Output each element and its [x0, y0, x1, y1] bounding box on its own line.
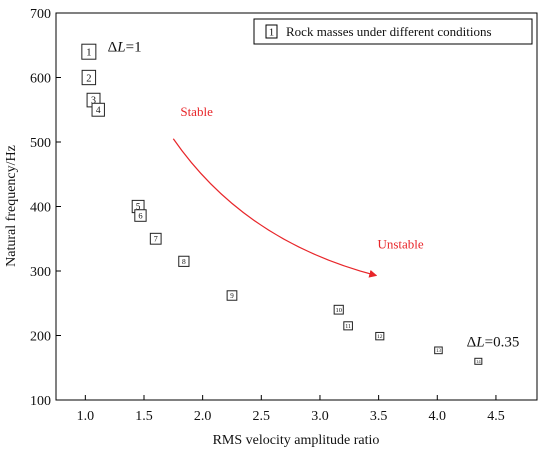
- x-axis-title: RMS velocity amplitude ratio: [213, 433, 380, 448]
- data-point: 13: [434, 346, 443, 355]
- data-point-label: 1: [86, 47, 92, 59]
- data-point-label: 14: [476, 359, 481, 364]
- x-tick-label: 3.0: [311, 409, 329, 424]
- data-point: 10: [333, 304, 344, 315]
- data-point-marker: [178, 255, 190, 267]
- x-tick-label: 1.0: [77, 409, 95, 424]
- y-tick-label: 300: [30, 265, 51, 280]
- x-tick-label: 1.5: [135, 409, 153, 424]
- data-point-marker: [474, 357, 483, 365]
- data-point: 14: [474, 357, 483, 365]
- data-point-label: 12: [377, 334, 383, 340]
- data-point: 9: [226, 290, 238, 301]
- y-tick-label: 600: [30, 72, 51, 87]
- data-point-label: 6: [138, 211, 142, 221]
- trend-arrow: [172, 138, 378, 278]
- data-point: 11: [343, 321, 353, 331]
- data-point-marker: [333, 304, 344, 315]
- x-tick-label: 4.5: [487, 409, 505, 424]
- unstable-label: Unstable: [377, 236, 423, 251]
- data-point: 6: [134, 209, 147, 222]
- data-point-marker: [91, 102, 105, 117]
- y-tick-label: 700: [30, 7, 51, 22]
- data-point-marker: [149, 232, 162, 245]
- data-point: 4: [91, 102, 105, 117]
- y-tick-label: 400: [30, 201, 51, 216]
- x-axis-ticks: 1.0 1.5 2.0 2.5 3.0 3.5 4.0 4.5: [77, 395, 505, 424]
- data-point-marker: [134, 209, 147, 222]
- y-axis-ticks: 100 200 300 400 500 600 700: [30, 7, 61, 409]
- data-point-label: 9: [230, 292, 234, 300]
- data-point-label: 3: [91, 96, 96, 107]
- x-tick-label: 2.0: [194, 409, 212, 424]
- y-tick-label: 200: [30, 330, 51, 345]
- data-point-label: 10: [335, 307, 342, 314]
- data-point-marker: [434, 346, 443, 355]
- legend-marker-label: 1: [269, 27, 275, 39]
- data-point: 12: [375, 331, 385, 341]
- legend-text: Rock masses under different conditions: [286, 24, 492, 39]
- data-point: 2: [81, 69, 97, 86]
- data-point-label: 8: [182, 257, 186, 266]
- data-point-label: 7: [154, 235, 158, 244]
- data-point: 7: [149, 232, 162, 245]
- data-point-marker: [81, 69, 97, 86]
- data-point-label: 5: [136, 202, 141, 212]
- stable-label: Stable: [180, 104, 213, 119]
- delta-l-bottom-annotation: ΔL=0.35: [467, 334, 520, 350]
- data-point-marker: [81, 43, 97, 60]
- data-point: 1: [81, 43, 97, 60]
- y-tick-label: 500: [30, 136, 51, 151]
- plot-frame: [55, 12, 538, 401]
- data-point-label: 13: [436, 349, 442, 354]
- legend: 1 Rock masses under different conditions: [253, 18, 533, 45]
- y-tick-label: 100: [30, 394, 51, 409]
- data-point-label: 4: [96, 106, 101, 116]
- delta-l-top-annotation: ΔL=1: [108, 40, 142, 56]
- x-tick-label: 2.5: [253, 409, 271, 424]
- x-tick-label: 3.5: [370, 409, 388, 424]
- legend-box: [253, 18, 533, 45]
- data-point-marker: [375, 331, 385, 341]
- legend-marker: [265, 24, 278, 39]
- data-point: 8: [178, 255, 190, 267]
- data-point-label: 11: [345, 324, 351, 330]
- data-point-marker: [226, 290, 238, 301]
- data-point-marker: [343, 321, 353, 331]
- data-point-label: 2: [86, 73, 91, 84]
- y-axis-title: Natural frequency/Hz: [4, 145, 19, 267]
- x-tick-label: 4.0: [429, 409, 447, 424]
